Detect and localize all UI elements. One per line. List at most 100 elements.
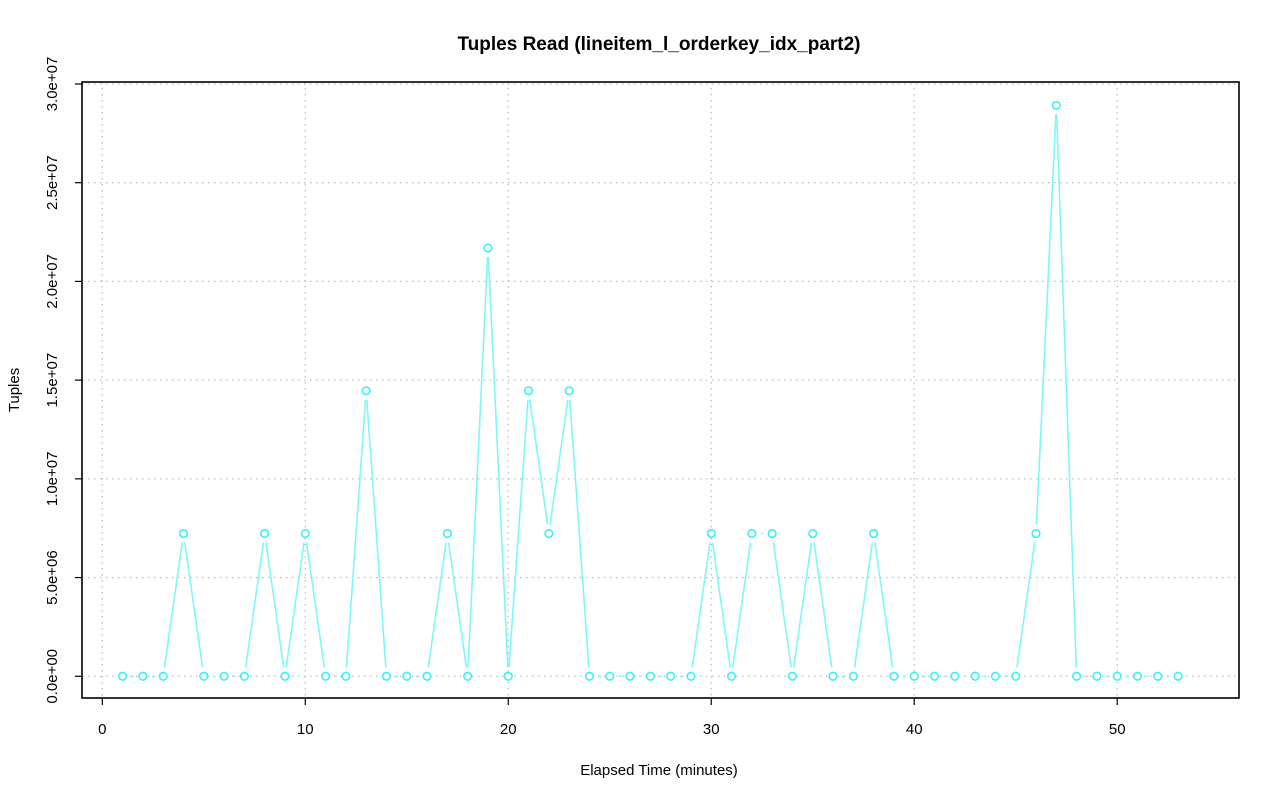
series-segment: [732, 542, 752, 668]
grid: [82, 82, 1239, 698]
data-point: [645, 671, 655, 681]
series-segment: [549, 399, 569, 525]
data-point: [138, 671, 148, 681]
data-point: [889, 671, 899, 681]
series-segment: [366, 399, 387, 668]
data-point: [767, 528, 777, 539]
data-point: [808, 528, 818, 539]
series-segment: [487, 256, 509, 668]
series-segment: [1035, 114, 1057, 525]
data-point: [625, 671, 635, 681]
x-tick-label: 40: [906, 721, 923, 738]
series-segment: [305, 542, 326, 668]
y-tick-label: 1.0e+07: [44, 452, 61, 507]
x-axis-label: Elapsed Time (minutes): [580, 762, 738, 779]
series-segment: [183, 542, 204, 668]
data-point: [523, 386, 534, 396]
series-segment: [427, 542, 447, 668]
data-point: [1072, 671, 1082, 681]
data-point: [706, 528, 716, 539]
data-point: [584, 671, 595, 681]
data-point: [341, 671, 351, 681]
x-tick-label: 10: [297, 721, 314, 738]
series-segment: [447, 542, 468, 668]
data-point: [1051, 100, 1061, 110]
chart-title: Tuples Read (lineitem_l_orderkey_idx_par…: [457, 34, 860, 55]
x-tick-label: 0: [98, 721, 106, 738]
plot-frame: [81, 81, 1240, 699]
data-point: [463, 671, 473, 681]
data-point: [929, 671, 940, 681]
data-point: [320, 671, 331, 681]
series-segment: [529, 399, 549, 525]
data-point: [747, 528, 757, 539]
axes: 0 10 20 30 40 50 0.0e+00 5.0e+06 1.0e+07 1.5e+07 2…: [44, 57, 1126, 738]
series-segment: [345, 399, 367, 668]
data-point: [1153, 671, 1163, 681]
data-point: [381, 671, 392, 681]
data-point: [970, 671, 980, 681]
data-point: [239, 671, 249, 681]
data-point: [1011, 671, 1021, 681]
series-segment: [792, 542, 813, 668]
data-point: [1173, 671, 1183, 681]
data-point: [442, 528, 452, 539]
series-line: [131, 114, 1170, 678]
series-segment: [1055, 114, 1078, 668]
series-segment: [1016, 542, 1036, 668]
y-tick-label: 2.5e+07: [44, 155, 61, 210]
data-point: [1092, 671, 1102, 681]
data-point: [361, 386, 371, 396]
y-tick-label: 3.0e+07: [44, 57, 61, 112]
data-point: [483, 243, 493, 253]
data-point: [726, 671, 737, 681]
data-point: [564, 386, 574, 396]
data-point: [280, 671, 290, 681]
data-point: [990, 671, 1001, 681]
data-point: [848, 671, 858, 681]
x-tick-label: 20: [500, 721, 517, 738]
y-tick-label: 2.0e+07: [44, 254, 61, 309]
data-point: [544, 528, 554, 539]
series-segment: [772, 542, 792, 668]
data-point: [828, 671, 838, 681]
series-segment: [244, 542, 265, 668]
data-point: [686, 671, 696, 681]
x-tick-label: 30: [703, 721, 720, 738]
series-segment: [874, 542, 894, 668]
data-point: [666, 671, 676, 681]
data-point: [300, 528, 310, 539]
data-point: [787, 671, 798, 681]
data-point: [219, 671, 229, 681]
series-segment: [163, 542, 184, 668]
data-point: [869, 528, 879, 539]
series-segment: [467, 256, 489, 668]
series-segment: [265, 542, 285, 668]
series-segment: [711, 542, 732, 668]
y-tick-label: 1.5e+07: [44, 353, 61, 408]
x-tick-label: 50: [1109, 721, 1126, 738]
data-point: [909, 671, 919, 681]
series-segment: [285, 542, 305, 668]
y-axis-label: Tuples: [6, 368, 23, 412]
y-tick-label: 5.0e+06: [44, 550, 61, 605]
data-point: [260, 528, 270, 539]
y-tick-label: 0.0e+00: [44, 649, 61, 704]
data-point: [402, 671, 412, 681]
data-point: [117, 671, 128, 681]
series-segment: [691, 542, 711, 668]
series-segment: [508, 399, 529, 668]
data-point: [1031, 528, 1041, 539]
series-segment: [853, 542, 874, 668]
data-point: [605, 671, 615, 681]
series-points: [117, 100, 1183, 681]
data-point: [1132, 671, 1143, 681]
data-point: [950, 671, 960, 681]
data-point: [503, 671, 513, 681]
series-segment: [568, 399, 590, 668]
data-point: [178, 528, 189, 539]
data-point: [199, 671, 209, 681]
data-point: [1112, 671, 1122, 681]
series-segment: [813, 542, 833, 668]
